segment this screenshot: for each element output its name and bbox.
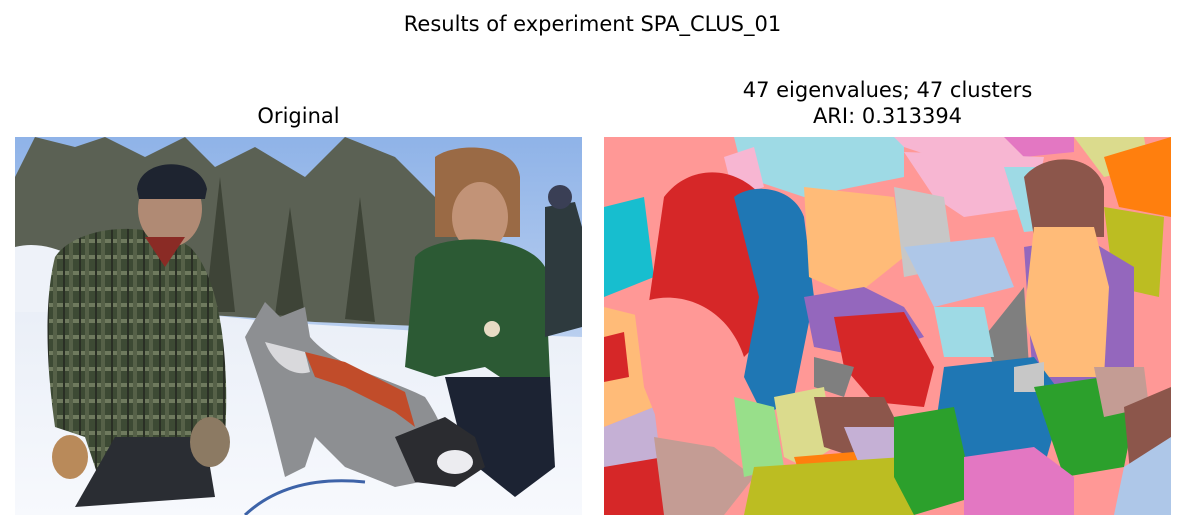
figure-suptitle: Results of experiment SPA_CLUS_01	[403, 12, 782, 36]
original-image-title: Original	[15, 103, 582, 129]
cluster-title-line-2: ARI: 0.313394	[812, 104, 963, 128]
cluster-segmentation-image	[604, 137, 1171, 515]
original-photo-illustration	[15, 137, 582, 515]
cluster-map-illustration	[604, 137, 1171, 515]
original-image	[15, 137, 582, 515]
cluster-image-title: 47 eigenvalues; 47 clusters ARI: 0.31339…	[604, 77, 1171, 129]
cluster-title-line-1: 47 eigenvalues; 47 clusters	[742, 78, 1033, 102]
original-title-line: Original	[257, 104, 340, 128]
